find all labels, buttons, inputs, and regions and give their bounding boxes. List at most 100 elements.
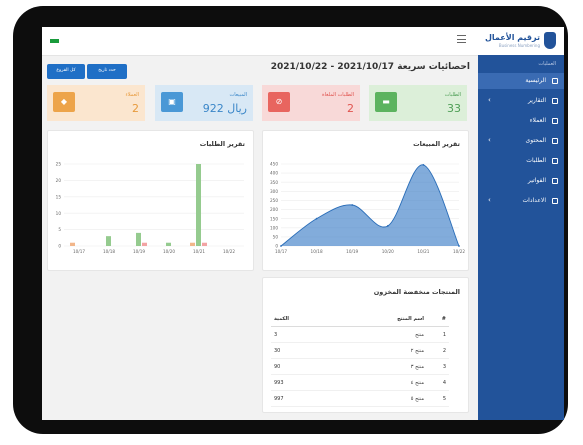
x-tick-label: 10/18 [311,249,323,254]
cell-name: منتج ٥ [337,390,427,407]
select-date-button[interactable]: حدد تاريخ [87,64,127,79]
sidebar-item-4[interactable]: المحتوى ‹ [478,133,564,149]
stat-card[interactable]: الطلبات الملغاة 2 ⊘ [262,85,360,121]
branch-filter-button[interactable]: كل الفروع [47,64,85,79]
sidebar-item-7[interactable]: الاعدادات ‹ [478,193,564,209]
chevron-left-icon: ‹ [488,196,491,204]
truck-icon: ▬ [375,92,397,112]
app-logo[interactable]: ترقيم الأعمال Business Numbering [482,31,556,51]
x-tick-label: 10/22 [453,249,465,254]
cell-qty: 997 [271,390,337,407]
y-tick-label: 400 [270,171,278,176]
sidebar-item-label: الطلبات [526,157,546,164]
sales-point [315,217,318,220]
y-tick-label: 0 [58,244,61,249]
top-bar: ترقيم الأعمال Business Numbering [42,27,564,56]
y-tick-label: 350 [270,180,278,185]
sales-report-card: تقرير المبيعات 0 50 100 150 200 250 300 350 400 4… [262,130,469,271]
y-tick-label: 15 [56,194,62,199]
orders-bar [136,232,141,246]
y-tick-label: 0 [275,244,278,249]
y-tick-label: 50 [273,234,279,239]
sales-point [386,225,389,227]
users-icon [552,118,558,124]
home-icon [552,78,558,84]
money-glyph: ▣ [168,97,176,106]
chevron-left-icon: ‹ [488,96,491,104]
table-header-row: الكمية اسم المنتج # [271,312,449,327]
cell-index: 3 [427,358,449,375]
stat-card[interactable]: الطلبات 33 ▬ [369,85,467,121]
cell-qty: 90 [271,358,337,375]
cell-index: 1 [427,326,449,343]
orders-bar [70,242,75,246]
x-tick-label: 10/17 [73,249,85,254]
users-icon: ◆ [53,92,75,112]
sales-report-title: تقرير المبيعات [413,140,460,148]
cell-name: منتج ٤ [337,374,427,391]
sidebar-item-label: المحتوى [525,137,546,144]
orders-report-card: تقرير الطلبات 0 5 10 15 20 25 10/17 10/18 10/19 1… [47,130,254,271]
sidebar-item-3[interactable]: العملاء [478,113,564,129]
page-title: احصائيات سريعة 2021/10/17 - 2021/10/22 [270,62,470,72]
y-tick-label: 450 [270,162,278,167]
stat-value: 2 [347,102,354,115]
sidebar-item-1[interactable]: الرئيسية [478,73,564,89]
cell-qty: 3 [271,326,337,343]
orders-bar [166,242,171,246]
orders-bar [106,236,111,246]
sales-point [280,245,282,247]
app-name: ترقيم الأعمال [484,33,540,42]
ban-glyph: ⊘ [275,97,283,106]
stat-card[interactable]: المبيعات 922 ريال ▣ [155,85,253,121]
stat-card[interactable]: العملاء 2 ◆ [47,85,145,121]
sales-chart: 0 50 100 150 200 250 300 350 400 450 10/17 10/18 10/… [270,162,465,254]
x-tick-label: 10/22 [223,249,235,254]
select-date-label: حدد تاريخ [98,68,116,73]
truck-glyph: ▬ [382,97,390,106]
language-flag-icon[interactable] [50,37,59,43]
app-screen: ترقيم الأعمال Business Numbering العمليا… [42,27,564,420]
sidebar-item-6[interactable]: الفواتير [478,173,564,189]
sidebar-item-5[interactable]: الطلبات [478,153,564,169]
y-tick-label: 25 [56,162,62,167]
sidebar-item-label: التقارير [527,97,546,104]
x-tick-label: 10/18 [103,249,115,254]
sales-point [458,245,460,247]
sidebar-item-label: الفواتير [527,177,546,184]
stat-label: المبيعات [229,92,247,98]
cell-qty: 30 [271,342,337,359]
invoice-icon [552,178,558,184]
x-tick-label: 10/17 [275,249,287,254]
tablet-frame: ترقيم الأعمال Business Numbering العمليا… [13,6,568,434]
stat-value: 2 [132,102,139,115]
money-icon: ▣ [161,92,183,112]
x-tick-label: 10/19 [133,249,145,254]
y-tick-label: 200 [270,207,278,212]
low-stock-title: المنتجات منخفضة المخزون [373,288,460,296]
cell-index: 4 [427,374,449,391]
column-header-qty: الكمية [271,312,337,327]
sales-point [351,204,354,206]
sidebar-item-label: الرئيسية [525,77,546,84]
orders-bar [142,242,147,246]
y-tick-label: 250 [270,198,278,203]
column-header-name: اسم المنتج [337,312,427,327]
cell-qty: 993 [271,374,337,391]
sales-area [281,164,459,246]
hamburger-icon[interactable] [457,35,466,44]
table-row[interactable]: 3 منتج 1 [271,326,449,343]
logo-mark-icon [544,32,556,49]
x-tick-label: 10/21 [417,249,429,254]
sidebar-item-2[interactable]: التقارير ‹ [478,93,564,109]
stat-value: 922 ريال [202,102,247,115]
orders-bar [196,164,201,246]
stat-value: 33 [447,102,461,115]
low-stock-table: الكمية اسم المنتج # 3 منتج 1 30 منتج ٢ 2 90 منت… [271,312,449,407]
x-tick-label: 10/19 [346,249,358,254]
y-tick-label: 300 [270,189,278,194]
